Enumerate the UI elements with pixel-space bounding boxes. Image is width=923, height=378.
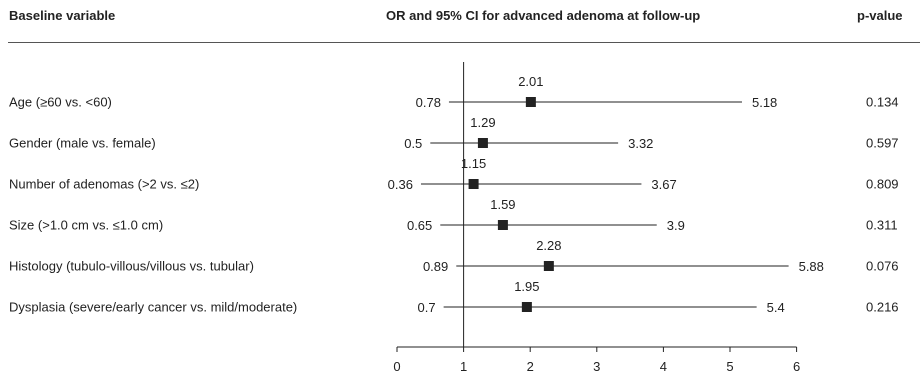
- or-marker: [477, 138, 488, 148]
- row-label: Gender (male vs. female): [9, 135, 156, 151]
- ci-low-label: 0.36: [388, 177, 413, 192]
- p-value: 0.597: [866, 135, 899, 151]
- p-value: 0.809: [866, 176, 899, 192]
- x-tick-label: 2: [527, 359, 534, 374]
- header-divider: [8, 42, 920, 43]
- p-value: 0.134: [866, 94, 899, 110]
- ci-high-label: 5.88: [799, 259, 824, 274]
- or-label: 2.01: [518, 74, 543, 89]
- p-value: 0.311: [866, 217, 898, 233]
- or-label: 1.59: [490, 197, 515, 212]
- or-marker: [525, 97, 536, 107]
- x-tick-label: 4: [660, 359, 667, 374]
- row-label: Histology (tubulo-villous/villous vs. tu…: [9, 258, 254, 274]
- x-tick-label: 6: [793, 359, 800, 374]
- or-marker: [497, 220, 508, 230]
- row-label: Number of adenomas (>2 vs. ≤2): [9, 176, 200, 192]
- ci-high-label: 3.67: [651, 177, 676, 192]
- header-baseline-variable: Baseline variable: [9, 8, 116, 23]
- or-label: 1.15: [461, 156, 486, 171]
- ci-high-label: 5.18: [752, 95, 777, 110]
- ci-low-label: 0.7: [418, 300, 436, 315]
- x-tick-label: 0: [393, 359, 400, 374]
- x-tick-label: 5: [726, 359, 733, 374]
- header-p-value: p-value: [857, 8, 903, 23]
- p-value: 0.216: [866, 299, 899, 315]
- x-tick-label: 1: [460, 359, 467, 374]
- ci-low-label: 0.65: [407, 218, 432, 233]
- ci-high-label: 5.4: [767, 300, 785, 315]
- row-label: Dysplasia (severe/early cancer vs. mild/…: [9, 299, 298, 315]
- ci-low-label: 0.5: [404, 136, 422, 151]
- ci-high-label: 3.9: [667, 218, 685, 233]
- row-label: Age (≥60 vs. <60): [9, 94, 112, 110]
- p-value: 0.076: [866, 258, 899, 274]
- or-marker: [543, 261, 554, 271]
- or-marker: [468, 179, 479, 189]
- row-label: Size (>1.0 cm vs. ≤1.0 cm): [9, 217, 164, 233]
- or-label: 1.29: [470, 115, 495, 130]
- ci-high-label: 3.32: [628, 136, 653, 151]
- ci-low-label: 0.89: [423, 259, 448, 274]
- or-marker: [521, 302, 532, 312]
- or-label: 1.95: [514, 279, 539, 294]
- ci-low-label: 0.78: [416, 95, 441, 110]
- x-tick-label: 3: [593, 359, 600, 374]
- header-or-ci: OR and 95% CI for advanced adenoma at fo…: [386, 8, 701, 23]
- or-label: 2.28: [536, 238, 561, 253]
